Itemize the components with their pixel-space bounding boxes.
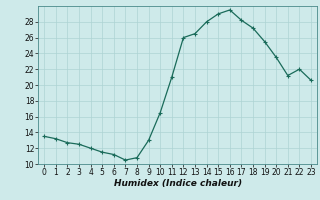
X-axis label: Humidex (Indice chaleur): Humidex (Indice chaleur)	[114, 179, 242, 188]
